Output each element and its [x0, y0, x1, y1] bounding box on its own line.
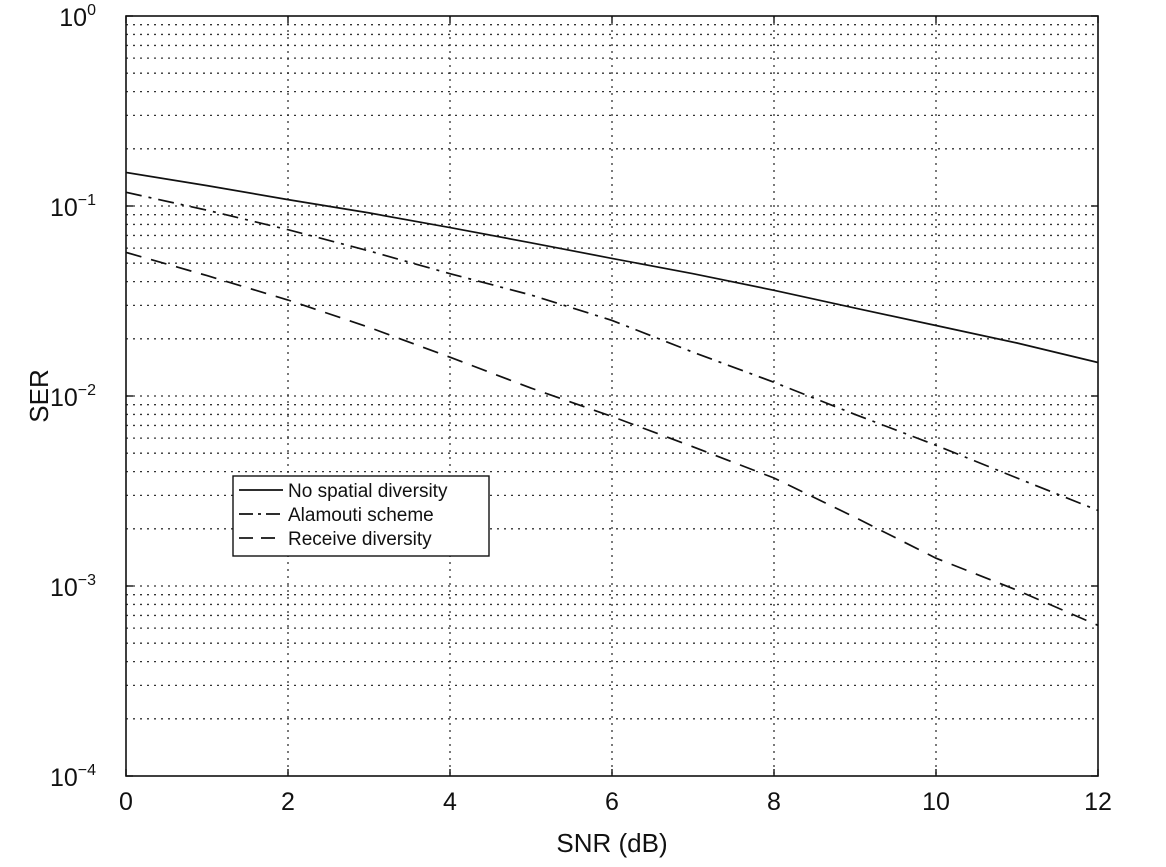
legend-label: No spatial diversity — [288, 481, 448, 502]
x-tick-label: 4 — [443, 788, 457, 816]
x-tick-label: 10 — [922, 788, 950, 816]
x-tick-label: 2 — [281, 788, 295, 816]
grid-lines — [126, 16, 1098, 776]
y-axis-title: SER — [24, 369, 54, 422]
legend-label: Alamouti scheme — [288, 505, 434, 526]
x-tick-label: 6 — [605, 788, 619, 816]
y-tick-label: 100 — [59, 2, 96, 32]
data-series — [125, 171, 1099, 627]
legend-label: Receive diversity — [288, 529, 432, 550]
y-tick-label: 10−2 — [50, 382, 96, 412]
series-line-no-spatial-diversity — [125, 171, 1099, 364]
x-tick-label: 0 — [119, 788, 133, 816]
x-axis-title: SNR (dB) — [556, 828, 667, 858]
x-tick-label: 8 — [767, 788, 781, 816]
x-tick-label: 12 — [1084, 788, 1112, 816]
series-line-receive-diversity — [125, 251, 1099, 627]
legend: No spatial diversity Alamouti scheme Recei… — [232, 475, 490, 557]
series-line-alamouti-scheme — [125, 191, 1099, 512]
y-tick-label: 10−1 — [50, 192, 96, 222]
axis-ticks: 0 2 4 6 8 10 12 10−4 10−3 10−2 10−1 100 — [50, 2, 1112, 816]
y-tick-label: 10−3 — [50, 572, 96, 602]
y-tick-label: 10−4 — [50, 762, 96, 792]
